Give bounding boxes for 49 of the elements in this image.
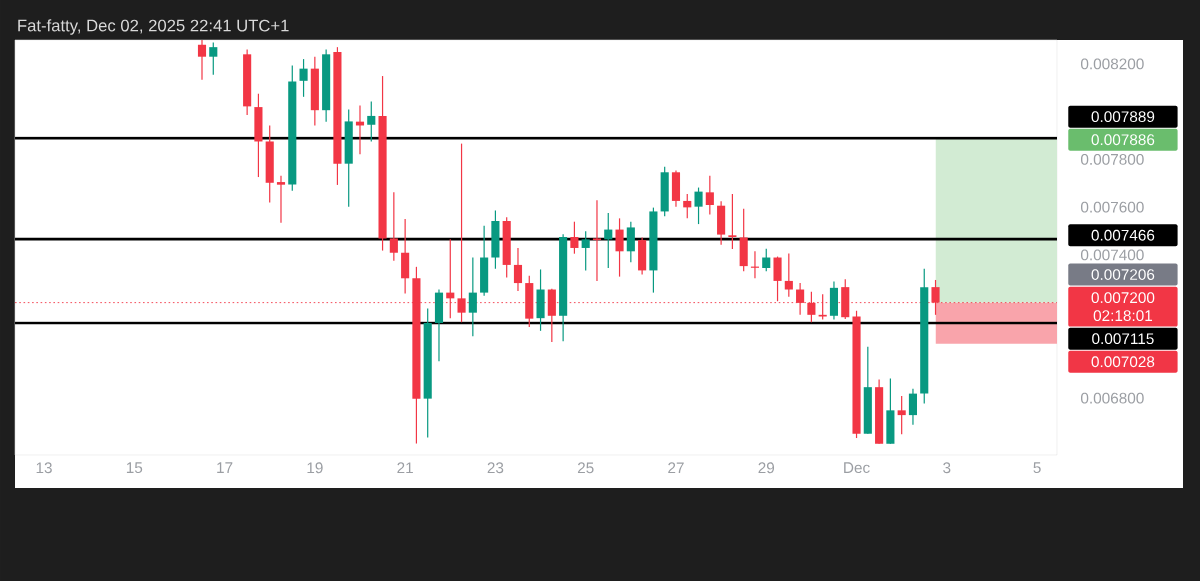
candlestick	[728, 193, 737, 250]
candlestick	[592, 199, 602, 282]
candlestick	[367, 101, 376, 143]
x-tick-label: 25	[577, 462, 594, 474]
x-tick-label: 27	[668, 462, 684, 474]
candlestick	[705, 175, 714, 216]
y-tick-label: 0.007800	[1080, 153, 1144, 165]
band-label: 0.007886	[1091, 134, 1155, 146]
candlestick	[276, 175, 286, 224]
candlestick	[897, 395, 906, 435]
ref-line-label: 0.007889	[1091, 111, 1155, 123]
candlestick	[299, 58, 308, 98]
candlestick	[908, 388, 918, 426]
x-tick-label: 15	[126, 462, 143, 474]
x-tick-label: 21	[397, 462, 413, 474]
x-tick-label: 23	[487, 462, 504, 474]
candlestick	[694, 186, 703, 225]
x-tick-label: Dec	[844, 462, 870, 474]
candlestick	[209, 41, 218, 76]
ref-line-label: 0.007115	[1092, 333, 1154, 345]
ref-line-label: 0.007466	[1091, 229, 1155, 241]
ref-line-label: 0.007200	[1091, 292, 1155, 304]
x-tick-label: 13	[36, 462, 52, 474]
x-tick-label: 19	[307, 462, 323, 474]
candlestick	[468, 256, 477, 337]
x-tick-label: 5	[1033, 462, 1041, 474]
candlestick	[762, 248, 771, 272]
candlestick	[581, 230, 590, 272]
x-tick-label: 17	[217, 462, 233, 473]
text: 02:18:01	[1093, 310, 1153, 322]
candlestick	[796, 282, 805, 316]
y-tick-label: 0.007400	[1080, 249, 1144, 261]
candlestick	[615, 217, 624, 278]
candlestick	[604, 212, 613, 269]
candlestick	[784, 252, 793, 298]
candlestick	[389, 191, 398, 262]
candlestick	[570, 221, 579, 255]
candlestick	[197, 39, 207, 81]
text: 0.007206	[1091, 269, 1155, 280]
candlestick	[626, 221, 635, 263]
candlestick	[513, 247, 523, 292]
y-tick-label: 0.008200	[1080, 58, 1144, 70]
band-label: 0.007028	[1091, 356, 1155, 368]
chart-title: Fat-fatty, Dec 02, 2025 22:41 UTC+1	[18, 19, 289, 35]
x-tick-label: 29	[758, 462, 775, 474]
y-tick-label: 0.007600	[1080, 201, 1144, 213]
candlestick	[683, 193, 692, 219]
y-tick-label: 0.006800	[1080, 392, 1144, 404]
x-tick-label: 3	[943, 462, 951, 474]
